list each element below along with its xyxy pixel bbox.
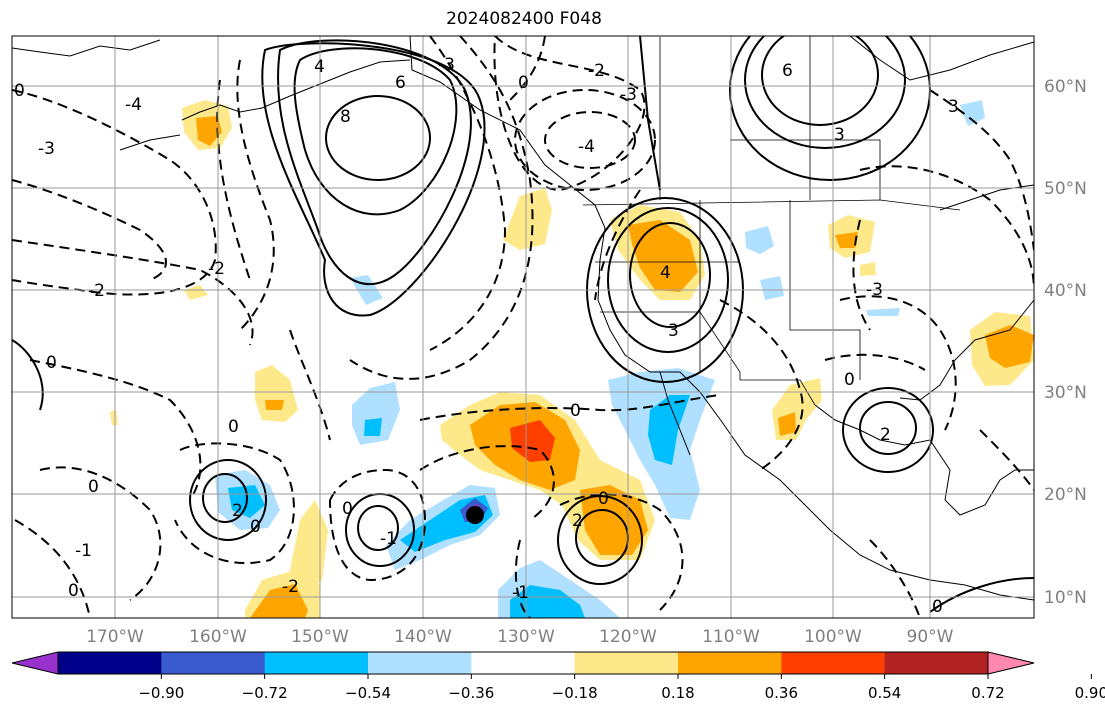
chart-title: 2024082400 F048: [446, 9, 602, 29]
contour-label-6: 6: [395, 73, 406, 93]
contour-label-0: 0: [46, 353, 57, 373]
colorbar-segments: [58, 652, 989, 674]
colorbar-segment: [471, 652, 576, 674]
lon-label: 140°W: [394, 627, 452, 647]
colorbar-tick-label: −0.90: [138, 684, 184, 702]
contour-label-neg3: -3: [866, 280, 883, 300]
lon-label: 110°W: [702, 627, 760, 647]
colorbar-tick-label: 0.90: [1075, 684, 1105, 702]
lat-label: 60°N: [1044, 77, 1087, 97]
colorbar-tick-label: 0.18: [661, 684, 694, 702]
colorbar-left-arrow: [11, 651, 59, 675]
contour-label-0: 0: [88, 477, 99, 497]
contour-label-2: 2: [880, 425, 891, 445]
contour-label-neg2: -2: [282, 577, 299, 597]
contour-label-neg3: -3: [620, 85, 637, 105]
colorbar-tick-label: 0.36: [765, 684, 798, 702]
colorbar-frame: [57, 651, 989, 675]
dashed-contours: [12, 36, 1034, 618]
colorbar-segment: [884, 652, 989, 674]
lon-label: 160°W: [189, 627, 247, 647]
shade-negative-idaho: [745, 226, 774, 254]
contour-label-neg2: -2: [588, 61, 605, 81]
contour-labels: 8 6 6 4 4 -3 -3 -3 -2 -2 -2 -4 -4 -1 -3 …: [14, 55, 959, 617]
contour-label-6: 6: [782, 61, 793, 81]
contour-label-0: 0: [342, 499, 353, 519]
contour-label-neg3: -3: [438, 55, 455, 75]
lat-label: 40°N: [1044, 281, 1087, 301]
lat-label: 20°N: [1044, 485, 1087, 505]
contour-label-0: 0: [598, 489, 609, 509]
colorbar-right-arrow: [987, 651, 1035, 675]
lat-label: 10°N: [1044, 588, 1087, 608]
colorbar-tick-label: −0.72: [242, 684, 288, 702]
contour-label-neg1: -1: [75, 541, 92, 561]
colorbar-segment: [678, 652, 782, 674]
colorbar-segment: [368, 652, 472, 674]
colorbar-tick-label: −0.18: [552, 684, 598, 702]
colorbar-tick-label: 0.72: [971, 684, 1004, 702]
contour-label-4: 4: [660, 263, 671, 283]
lon-label: 170°W: [86, 627, 144, 647]
lat-label: 50°N: [1044, 179, 1087, 199]
contour-label-3: 3: [834, 125, 845, 145]
contour-label-0: 0: [518, 73, 529, 93]
map-frame: [11, 35, 1035, 619]
contour-label-0: 0: [844, 370, 855, 390]
location-marker: [466, 506, 484, 524]
colorbar-tick-label: 0.54: [868, 684, 901, 702]
colorbar-segment: [161, 652, 266, 674]
shade-positive-bc: [503, 188, 552, 250]
contour-label-2: 2: [572, 511, 583, 531]
colorbar-tick-label: −0.36: [448, 684, 494, 702]
contour-label-neg2: -2: [208, 259, 225, 279]
lon-label: 130°W: [497, 627, 555, 647]
contour-label-0: 0: [570, 401, 581, 421]
contour-label-0: 0: [14, 81, 25, 101]
lat-label: 30°N: [1044, 383, 1087, 403]
contour-label-0: 0: [68, 581, 79, 601]
gridlines: [12, 36, 1034, 618]
contour-label-8: 8: [340, 107, 351, 127]
contour-label-0: 0: [250, 517, 261, 537]
contour-label-2: 2: [232, 501, 243, 521]
lon-label: 120°W: [599, 627, 657, 647]
contour-label-neg1: -1: [512, 583, 529, 603]
contour-label-neg4: -4: [125, 95, 142, 115]
lon-label: 100°W: [804, 627, 862, 647]
colorbar-segment: [781, 652, 886, 674]
contour-label-neg1: -1: [380, 529, 397, 549]
lon-label: 90°W: [907, 627, 954, 647]
contour-label-3: 3: [948, 97, 959, 117]
colorbar: −0.90 −0.72 −0.54 −0.36 −0.18 0.18 0.36 0.54 0.7…: [11, 651, 1105, 702]
contour-label-0: 0: [932, 597, 943, 617]
colorbar-tick-label: −0.54: [345, 684, 391, 702]
contour-label-neg4: -4: [578, 137, 595, 157]
map-background: [12, 36, 1034, 618]
colorbar-segment: [58, 652, 162, 674]
lon-label: 150°W: [291, 627, 349, 647]
colorbar-segment: [574, 652, 679, 674]
colorbar-segment: [264, 652, 369, 674]
lon-axis: 170°W 160°W 150°W 140°W 130°W 120°W 110°…: [86, 627, 954, 647]
contour-label-0: 0: [228, 417, 239, 437]
contour-label-4: 4: [314, 57, 325, 77]
lat-axis: 60°N 50°N 40°N 30°N 20°N 10°N: [1044, 77, 1087, 608]
contour-label-3: 3: [668, 321, 679, 341]
colorbar-ticks: −0.90 −0.72 −0.54 −0.36 −0.18 0.18 0.36 0.54 0.7…: [138, 674, 1105, 702]
contour-label-neg2: -2: [88, 281, 105, 301]
contour-label-neg3: -3: [38, 139, 55, 159]
